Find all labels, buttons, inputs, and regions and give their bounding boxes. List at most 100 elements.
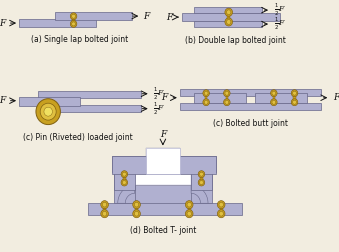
Circle shape [225, 8, 233, 16]
Circle shape [203, 90, 210, 97]
Circle shape [204, 91, 208, 95]
Circle shape [36, 99, 60, 124]
Circle shape [200, 172, 203, 176]
Circle shape [121, 179, 127, 186]
Circle shape [198, 179, 205, 186]
Circle shape [187, 202, 192, 207]
Circle shape [271, 90, 277, 97]
Circle shape [134, 202, 139, 207]
Circle shape [225, 100, 229, 104]
Bar [293, 94, 296, 102]
Bar [103, 205, 106, 213]
Bar [146, 156, 180, 172]
Bar [146, 148, 180, 172]
Bar [19, 19, 96, 27]
Circle shape [133, 210, 140, 218]
Circle shape [102, 211, 107, 216]
Text: F: F [0, 19, 5, 27]
Bar [112, 156, 216, 174]
Circle shape [223, 99, 230, 106]
Circle shape [72, 14, 76, 18]
Bar [180, 103, 321, 110]
Bar [194, 7, 262, 13]
Bar [146, 148, 180, 174]
Bar [135, 172, 191, 185]
Circle shape [121, 171, 127, 178]
Bar [205, 94, 207, 102]
Bar [19, 97, 80, 106]
Bar [255, 93, 307, 103]
Circle shape [133, 201, 140, 209]
Circle shape [291, 90, 298, 97]
Circle shape [217, 210, 225, 218]
Text: $\frac{1}{2}$F: $\frac{1}{2}$F [274, 16, 286, 32]
Bar [273, 94, 275, 102]
Circle shape [272, 91, 276, 95]
Text: $\frac{1}{2}$F: $\frac{1}{2}$F [154, 101, 165, 117]
Bar [188, 205, 191, 213]
Circle shape [101, 201, 108, 209]
Bar [194, 93, 246, 103]
Circle shape [102, 202, 107, 207]
Text: (c) Bolted butt joint: (c) Bolted butt joint [213, 119, 288, 128]
Text: (c) Pin (Riveted) loaded joint: (c) Pin (Riveted) loaded joint [23, 133, 133, 142]
Bar [227, 13, 230, 21]
Circle shape [122, 172, 126, 176]
Circle shape [226, 20, 231, 24]
Circle shape [204, 100, 208, 104]
Text: $\frac{1}{2}$F: $\frac{1}{2}$F [154, 86, 165, 102]
Text: F: F [166, 13, 172, 22]
Circle shape [187, 211, 192, 216]
Bar [220, 205, 223, 213]
Text: F: F [333, 93, 339, 102]
Circle shape [293, 91, 296, 95]
Text: $\frac{1}{2}$F: $\frac{1}{2}$F [274, 2, 286, 18]
Text: (b) Double lap bolted joint: (b) Double lap bolted joint [185, 36, 286, 45]
Circle shape [225, 91, 229, 95]
Text: F: F [0, 96, 5, 105]
Text: (d) Bolted T- joint: (d) Bolted T- joint [130, 226, 196, 235]
Circle shape [185, 210, 193, 218]
Circle shape [72, 22, 76, 26]
Circle shape [223, 90, 230, 97]
Bar [114, 159, 135, 203]
Bar [38, 105, 141, 112]
Circle shape [198, 171, 205, 178]
Text: F: F [160, 130, 166, 139]
Bar [180, 89, 321, 96]
Bar [38, 91, 141, 98]
Circle shape [122, 180, 126, 184]
Circle shape [225, 18, 233, 26]
Bar [112, 156, 216, 172]
Polygon shape [191, 185, 208, 203]
Bar [55, 12, 132, 20]
Text: (a) Single lap bolted joint: (a) Single lap bolted joint [31, 35, 128, 44]
Circle shape [203, 99, 210, 106]
Bar [72, 17, 75, 23]
Text: F: F [143, 12, 149, 21]
Text: F: F [161, 93, 167, 102]
Bar [114, 159, 135, 190]
Circle shape [40, 103, 56, 120]
Circle shape [291, 99, 298, 106]
Bar [200, 175, 203, 182]
Circle shape [217, 201, 225, 209]
Circle shape [185, 201, 193, 209]
Circle shape [70, 13, 77, 20]
Bar [88, 203, 242, 215]
Bar [194, 21, 262, 27]
Bar [225, 94, 228, 102]
Circle shape [134, 211, 139, 216]
Bar [146, 148, 180, 156]
Circle shape [219, 211, 223, 216]
Polygon shape [118, 185, 135, 203]
Circle shape [272, 100, 276, 104]
Bar [135, 185, 191, 203]
Circle shape [226, 10, 231, 15]
Circle shape [219, 202, 223, 207]
Bar [135, 205, 138, 213]
Circle shape [293, 100, 296, 104]
Bar [191, 159, 212, 203]
Bar [182, 13, 280, 21]
Circle shape [44, 107, 53, 116]
